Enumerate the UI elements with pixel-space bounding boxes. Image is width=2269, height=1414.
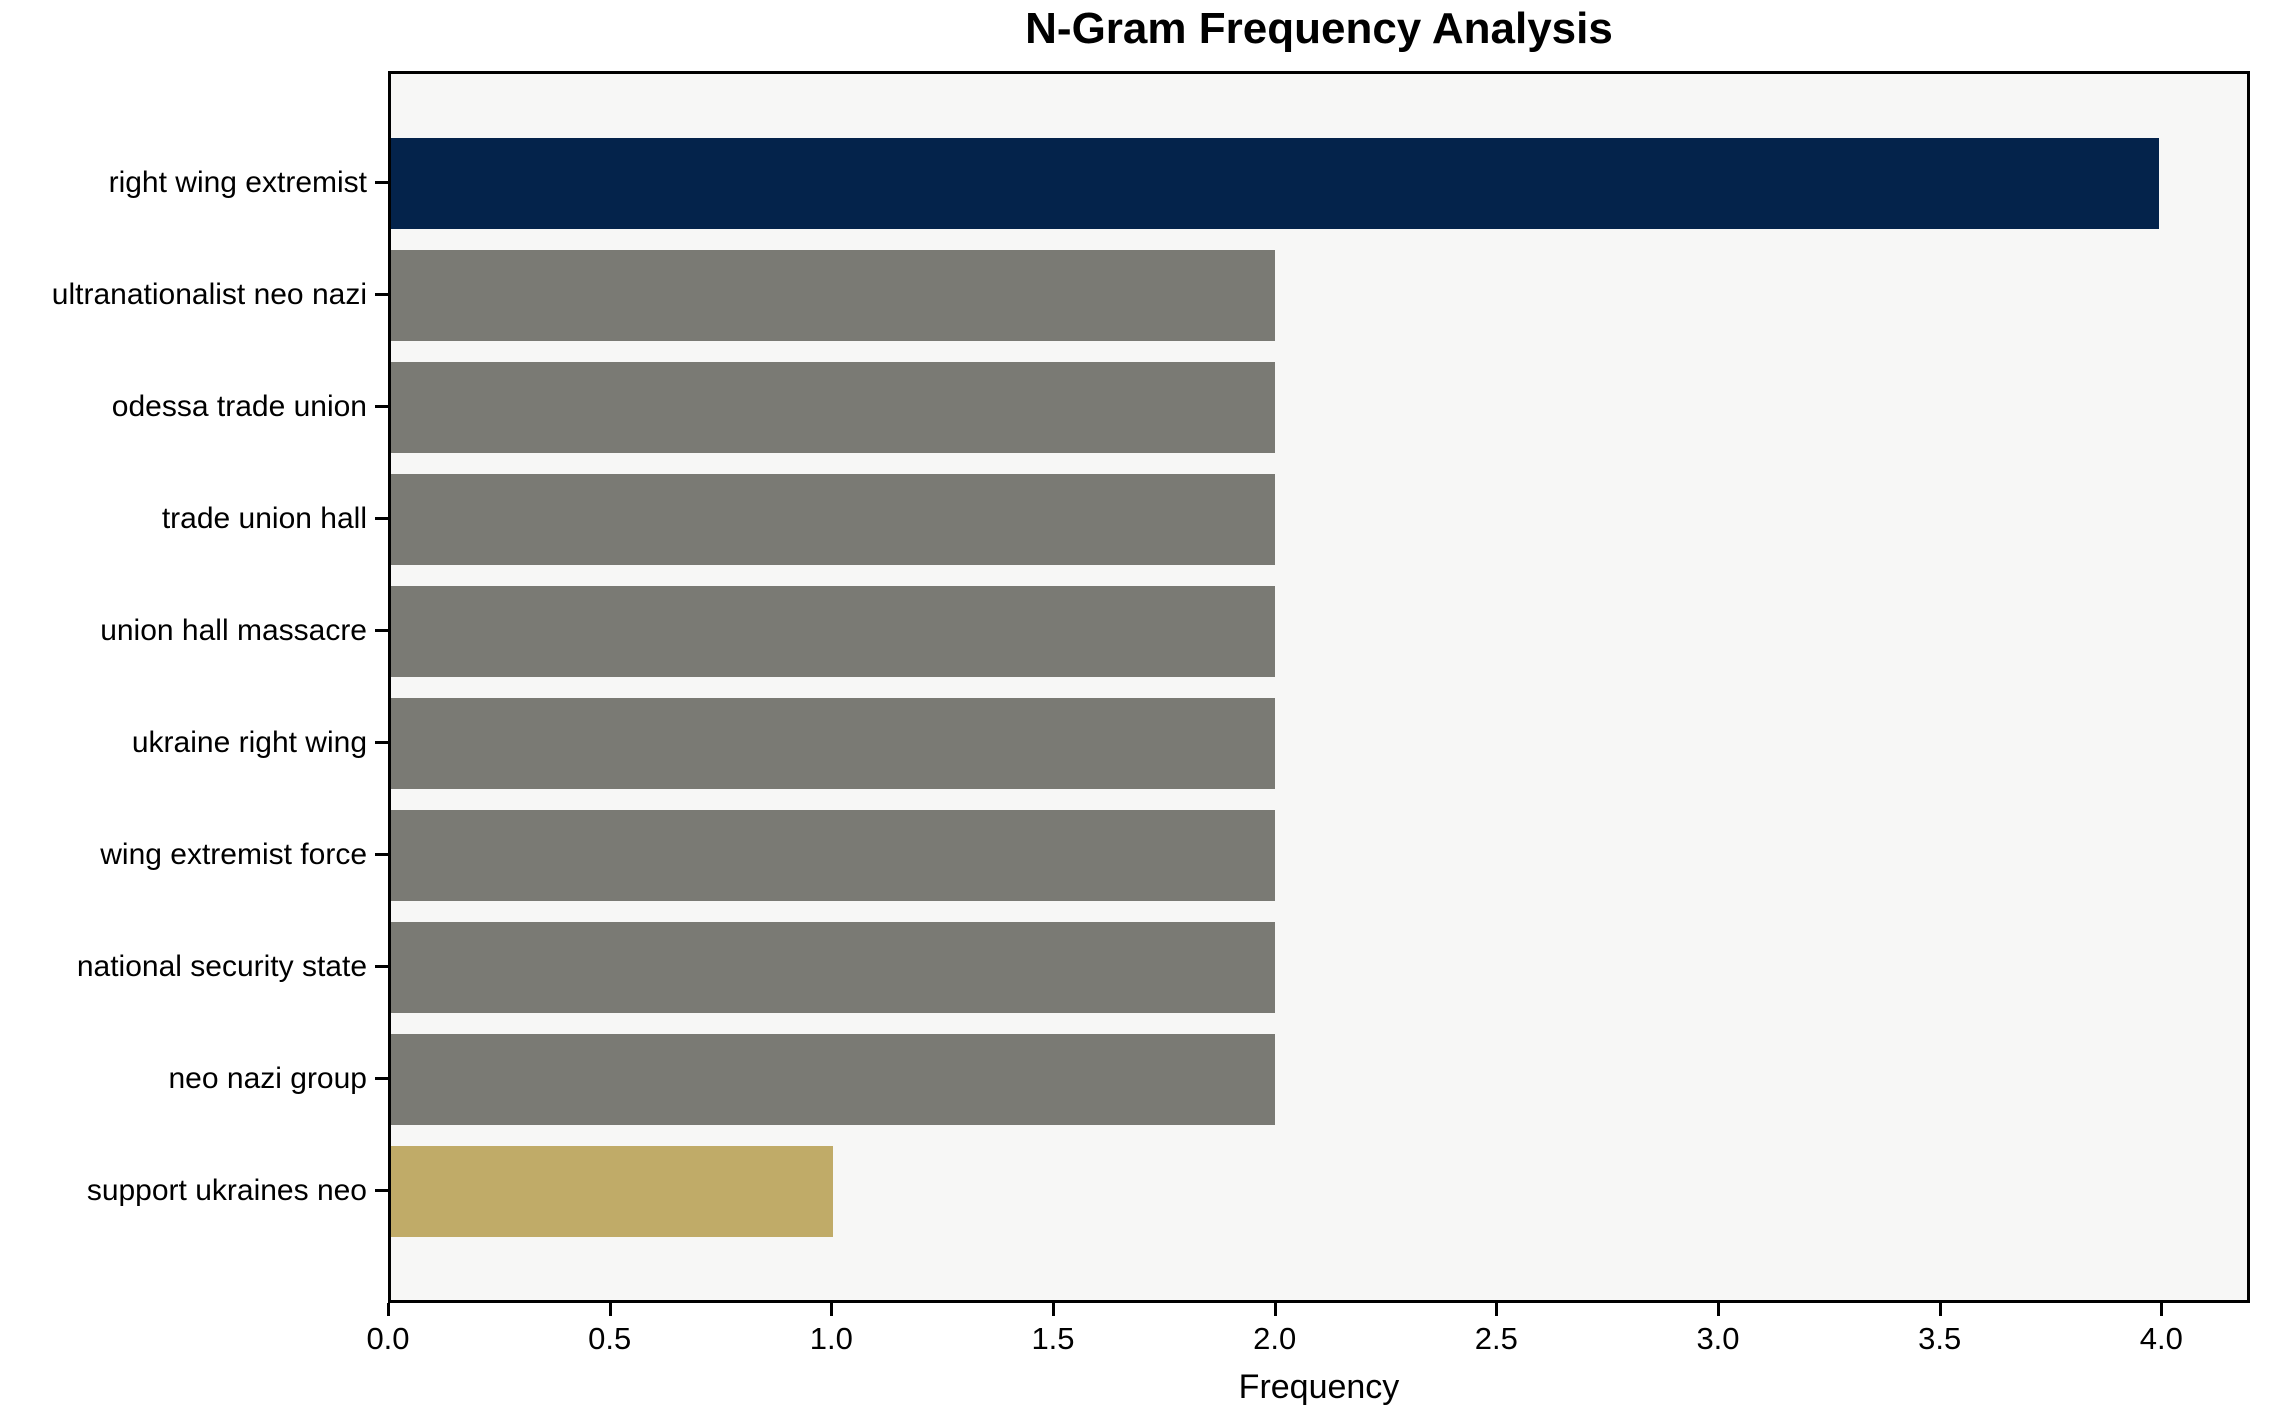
x-tick-label: 4.0 [2139, 1321, 2183, 1356]
x-axis: 0.0 0.5 1.0 1.5 2.0 2.5 3.0 3.5 4.0 [366, 1303, 2250, 1363]
x-tick-mark [830, 1303, 834, 1316]
bar-row: wing extremist force [100, 799, 2247, 911]
y-tick-mark [375, 853, 388, 856]
x-tick-label: 2.0 [1253, 1321, 1297, 1356]
bar-row: ultranationalist neo nazi [52, 239, 2247, 351]
bar [391, 697, 1275, 789]
x-tick-mark [2160, 1303, 2164, 1316]
bar [391, 809, 1275, 901]
y-tick-label: right wing extremist [108, 166, 367, 199]
bar [391, 473, 1275, 565]
x-tick-label: 0.5 [588, 1321, 632, 1356]
x-tick-label: 2.5 [1474, 1321, 1518, 1356]
x-tick-mark [387, 1303, 390, 1316]
bar [391, 1145, 833, 1237]
y-tick-label: ultranationalist neo nazi [51, 278, 367, 311]
bar [391, 137, 2159, 229]
y-tick-mark [375, 293, 388, 296]
y-tick-mark [375, 965, 388, 968]
bar-row: trade union hall [162, 463, 2247, 575]
y-tick-label: national security state [76, 950, 367, 983]
bar-row: right wing extremist [109, 127, 2247, 239]
chart-title: N-Gram Frequency Analysis [1025, 4, 1613, 53]
bar [391, 249, 1275, 341]
y-tick-mark [375, 181, 388, 184]
y-tick-mark [375, 741, 388, 744]
x-tick-label: 0.0 [366, 1321, 410, 1356]
y-tick-label: union hall massacre [100, 614, 367, 647]
x-tick-label: 1.0 [809, 1321, 853, 1356]
y-tick-label: ukraine right wing [131, 726, 367, 759]
y-tick-mark [375, 517, 388, 520]
y-tick-label: trade union hall [161, 502, 367, 535]
x-tick-mark [1938, 1303, 1942, 1316]
y-tick-mark [375, 1077, 388, 1080]
bar [391, 921, 1275, 1013]
x-tick-mark [1273, 1303, 1277, 1316]
x-tick-mark [1052, 1303, 1055, 1316]
bar [391, 585, 1275, 677]
bar-row: neo nazi group [169, 1023, 2247, 1135]
bar [391, 361, 1275, 453]
bar-row: support ukraines neo [87, 1135, 2247, 1247]
y-tick-mark [375, 405, 388, 408]
y-tick-label: odessa trade union [111, 390, 367, 423]
x-tick-mark [1495, 1303, 1499, 1316]
x-tick-mark [608, 1303, 612, 1316]
x-tick-label: 1.5 [1031, 1321, 1075, 1356]
x-axis-label: Frequency [1238, 1368, 1400, 1406]
x-tick-mark [1717, 1303, 1720, 1316]
plot-area: right wing extremist ultranationalist neo… [52, 71, 2250, 1303]
y-tick-mark [375, 629, 388, 632]
bar-row: national security state [77, 911, 2247, 1023]
y-tick-label: wing extremist force [100, 838, 367, 871]
bar-row: ukraine right wing [132, 687, 2247, 799]
y-tick-mark [375, 1189, 388, 1192]
x-tick-label: 3.0 [1696, 1321, 1740, 1356]
y-tick-label: support ukraines neo [86, 1174, 367, 1207]
bar-row: odessa trade union [112, 351, 2247, 463]
bar-row: union hall massacre [100, 575, 2247, 687]
x-tick-label: 3.5 [1918, 1321, 1962, 1356]
y-tick-label: neo nazi group [168, 1062, 368, 1095]
bar [391, 1033, 1275, 1125]
